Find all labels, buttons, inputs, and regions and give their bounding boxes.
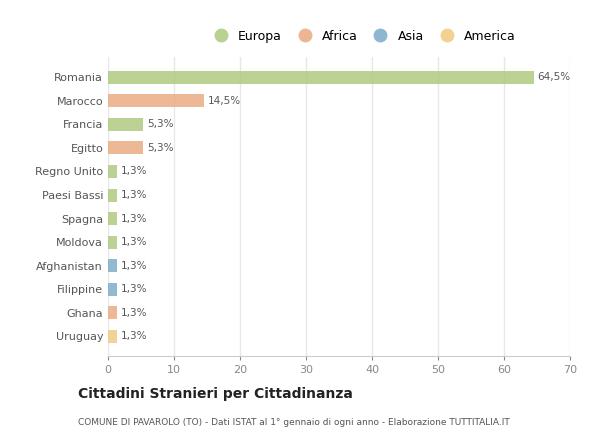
Bar: [108, 330, 116, 343]
Bar: [108, 118, 143, 131]
Text: 1,3%: 1,3%: [121, 284, 147, 294]
Text: 1,3%: 1,3%: [121, 213, 147, 224]
Bar: [108, 283, 116, 296]
Text: 5,3%: 5,3%: [147, 143, 173, 153]
Text: 1,3%: 1,3%: [121, 166, 147, 176]
Text: 1,3%: 1,3%: [121, 190, 147, 200]
Text: 1,3%: 1,3%: [121, 308, 147, 318]
Text: 1,3%: 1,3%: [121, 237, 147, 247]
Legend: Europa, Africa, Asia, America: Europa, Africa, Asia, America: [203, 25, 521, 48]
Text: 1,3%: 1,3%: [121, 260, 147, 271]
Bar: [108, 306, 116, 319]
Text: 1,3%: 1,3%: [121, 331, 147, 341]
Text: 14,5%: 14,5%: [208, 96, 241, 106]
Text: 5,3%: 5,3%: [147, 119, 173, 129]
Bar: [108, 259, 116, 272]
Text: Cittadini Stranieri per Cittadinanza: Cittadini Stranieri per Cittadinanza: [78, 387, 353, 401]
Bar: [108, 212, 116, 225]
Bar: [108, 94, 204, 107]
Bar: [108, 236, 116, 249]
Bar: [108, 141, 143, 154]
Text: 64,5%: 64,5%: [538, 72, 571, 82]
Bar: [108, 71, 534, 84]
Text: COMUNE DI PAVAROLO (TO) - Dati ISTAT al 1° gennaio di ogni anno - Elaborazione T: COMUNE DI PAVAROLO (TO) - Dati ISTAT al …: [78, 418, 510, 427]
Bar: [108, 165, 116, 178]
Bar: [108, 189, 116, 202]
